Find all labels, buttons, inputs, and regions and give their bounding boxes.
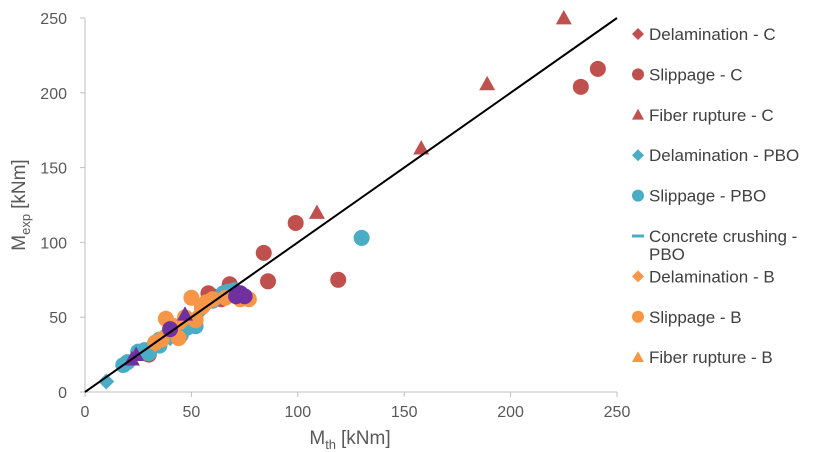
x-tick-label: 250 [604,404,631,421]
legend-label-line-1: Concrete crushing - [649,227,797,246]
legend-label: Slippage - B [649,308,742,327]
data-point [260,273,277,290]
legend-label-line-2: PBO [649,245,685,264]
series-fiber-rupture-c [308,10,572,219]
legend-label: Fiber rupture - C [649,106,774,125]
legend-item-fiber-rupture-c: Fiber rupture - C [632,106,774,125]
y-tick-label: 200 [40,86,67,103]
x-tick-label: 200 [497,404,524,421]
data-point [183,289,200,306]
legend-label: Slippage - PBO [649,187,766,206]
legend-item-slippage-pbo: Slippage - PBO [632,187,766,206]
x-tick-label: 0 [81,404,90,421]
x-axis-title-unit: [kNm] [341,428,391,449]
legend-item-slippage-c: Slippage - C [632,65,743,84]
legend-item-slippage-b: Slippage - B [632,308,742,327]
data-point [479,75,496,91]
legend-marker-triangle [632,108,644,120]
legend-marker-diamond [632,270,644,283]
y-tick-label: 50 [49,310,67,327]
legend-label: Concrete crushing -PBO [649,227,797,264]
legend-marker-circle [632,310,644,323]
legend-item-concrete-crushing-pbo: Concrete crushing -PBO [632,227,797,264]
legend-marker-circle [632,68,644,81]
legend-marker-triangle [632,351,644,362]
legend-marker-diamond [632,28,644,40]
data-point [330,271,347,288]
y-tick-label: 100 [40,235,67,252]
y-axis-title: Mexp [kNm] [9,159,33,250]
data-point [353,229,370,246]
data-point [194,298,211,315]
data-point [255,244,272,261]
data-point [287,214,304,231]
legend-item-delamination-c: Delamination - C [632,25,776,44]
legend-label: Slippage - C [649,65,743,84]
legend-label: Delamination - B [649,267,775,286]
x-tick-label: 100 [284,404,311,421]
data-point [555,10,572,25]
data-points [98,10,606,390]
plot-area: 0 50 100 150 200 250 0 50 100 150 200 250 [40,10,630,421]
y-tick-label: 250 [40,11,67,28]
data-point [162,321,179,338]
x-axis-title-main: M [309,428,325,449]
data-point [177,306,194,321]
legend-item-delamination-b: Delamination - B [632,267,775,286]
data-point [413,140,430,155]
data-point [572,78,589,95]
data-point [308,204,325,219]
legend-label: Fiber rupture - B [649,348,773,367]
x-axis-title-sub: th [325,437,336,452]
legend-marker-diamond [632,149,644,162]
x-tick-label: 150 [391,404,418,421]
legend-item-fiber-rupture-b: Fiber rupture - B [632,348,773,367]
series-slippage-c [140,60,606,363]
data-point [232,285,249,302]
series-circle-7030a0 [162,285,253,338]
data-point [589,60,606,77]
y-axis-title-main: M [9,235,30,251]
data-point [98,373,115,390]
legend: Delamination - C Slippage - C Fiber ruptur… [632,25,799,367]
y-axis-title-unit: [kNm] [9,159,30,209]
legend-marker-dash [632,234,644,238]
x-axis-title: Mth [kNm] [309,428,390,452]
legend-item-delamination-pbo: Delamination - PBO [632,146,799,165]
legend-marker-circle [632,189,644,202]
y-tick-label: 150 [40,161,67,178]
reference-line [84,17,618,393]
legend-label: Delamination - PBO [649,146,799,165]
y-tick-label: 0 [58,385,67,402]
legend-label: Delamination - C [649,25,776,44]
x-tick-label: 50 [183,404,201,421]
y-axis-title-sub: exp [18,214,33,235]
